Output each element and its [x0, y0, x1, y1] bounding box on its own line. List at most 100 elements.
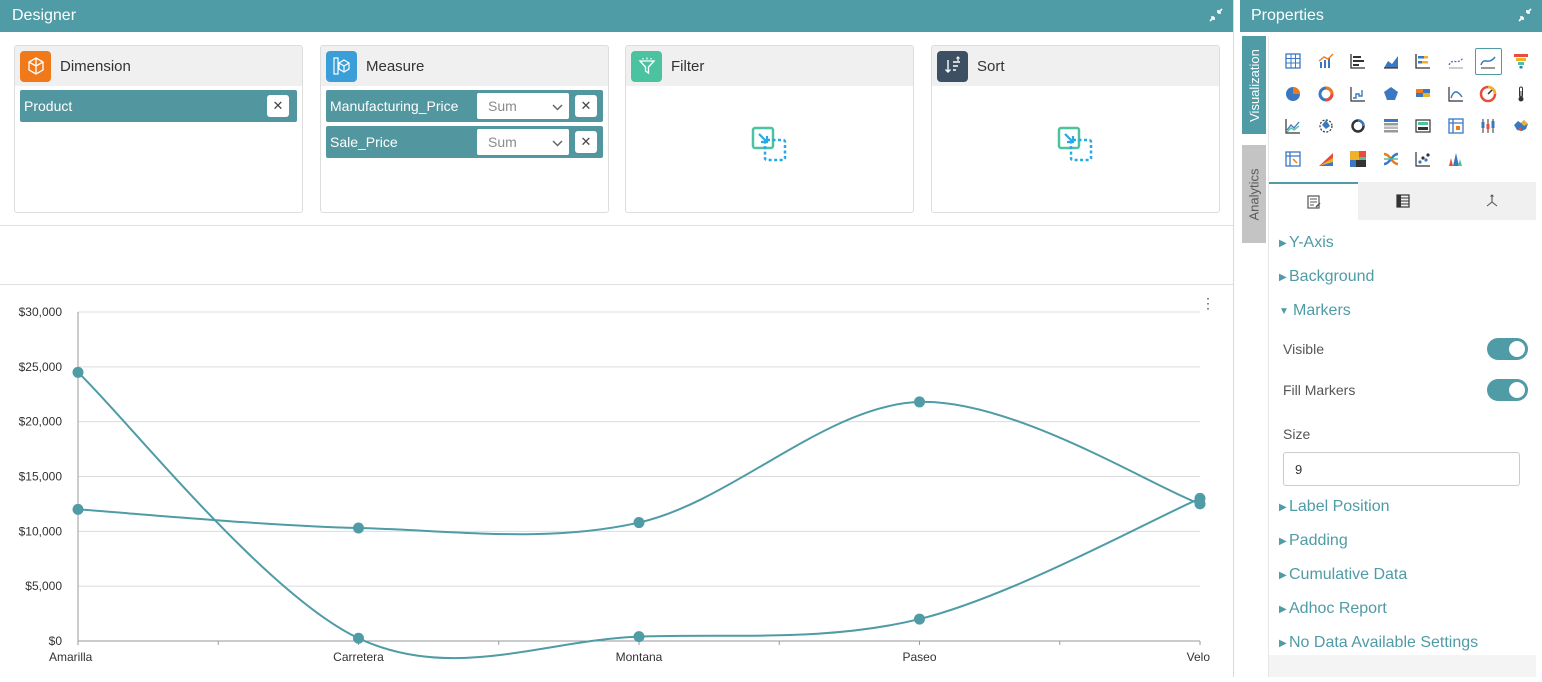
series-line: [77, 371, 1201, 660]
combo-chart-icon[interactable]: [1310, 45, 1343, 78]
fill-markers-toggle[interactable]: [1487, 378, 1528, 401]
caret-right-icon: ▶: [1279, 569, 1287, 581]
ring-chart-icon[interactable]: [1342, 110, 1375, 143]
measure-chip-label: Sale_Price: [330, 134, 398, 150]
remove-dimension-button[interactable]: ✕: [267, 95, 289, 117]
section-adhoc-report[interactable]: ▶ Adhoc Report: [1279, 592, 1536, 626]
bar-chart-icon[interactable]: [1342, 45, 1375, 78]
section-y-axis[interactable]: ▶ Y-Axis: [1279, 226, 1536, 260]
measure-chip-label: Manufacturing_Price: [330, 98, 459, 114]
y-tick-label: $20,000: [19, 415, 63, 429]
properties-titlebar: Properties: [1240, 0, 1542, 32]
measure-well[interactable]: Measure Manufacturing_Price Sum ✕ Sale_P…: [320, 45, 609, 213]
sort-well-title: Sort: [977, 57, 1005, 75]
measure-chip[interactable]: Manufacturing_Price Sum ✕: [326, 90, 603, 122]
section-padding[interactable]: ▶ Padding: [1279, 524, 1536, 558]
kpi-card-icon[interactable]: [1407, 110, 1440, 143]
section-adhoc-report-label: Adhoc Report: [1289, 600, 1387, 617]
dimension-well[interactable]: Dimension Product ✕: [14, 45, 303, 213]
section-label-position-label: Label Position: [1289, 498, 1390, 515]
edit-properties-icon: [1306, 195, 1321, 209]
table-columns-icon: [1395, 194, 1410, 208]
measure-chip[interactable]: Sale_Price Sum ✕: [326, 126, 603, 158]
data-point: [72, 366, 84, 378]
histogram-icon[interactable]: [1440, 143, 1473, 176]
polar-chart-icon[interactable]: [1310, 110, 1343, 143]
grid-chart-icon[interactable]: [1277, 45, 1310, 78]
axis-icon: [1486, 194, 1497, 207]
line-chart-icon[interactable]: [1440, 78, 1473, 111]
drop-here-icon: [932, 126, 1219, 164]
dimension-chip-label: Product: [24, 98, 73, 114]
funnel-chart-icon[interactable]: [1505, 45, 1538, 78]
dimension-well-title: Dimension: [60, 57, 131, 75]
treemap-icon[interactable]: [1342, 143, 1375, 176]
x-tick-label: Paseo: [902, 650, 936, 664]
heatmap-icon[interactable]: [1407, 78, 1440, 111]
visualization-panel: ▶ Y-Axis ▶ Background ▼ Markers Visible Fil…: [1268, 36, 1536, 677]
caret-right-icon: ▶: [1279, 271, 1287, 283]
aggregation-select[interactable]: Sum: [477, 129, 569, 155]
stacked-area-icon[interactable]: [1310, 143, 1343, 176]
measure-ruler-cube-icon: [326, 50, 357, 82]
tab-columns[interactable]: [1358, 182, 1447, 220]
y-tick-label: $15,000: [19, 470, 63, 484]
doughnut-chart-icon[interactable]: [1310, 78, 1343, 111]
pie-chart-icon[interactable]: [1277, 78, 1310, 111]
table-chart-icon[interactable]: [1375, 110, 1408, 143]
section-label-position[interactable]: ▶ Label Position: [1279, 490, 1536, 524]
aggregation-value: Sum: [488, 98, 517, 114]
sankey-icon[interactable]: [1375, 143, 1408, 176]
visible-toggle[interactable]: [1487, 337, 1528, 360]
visible-label: Visible: [1283, 340, 1324, 357]
aggregation-value: Sum: [488, 134, 517, 150]
tab-general[interactable]: [1269, 182, 1358, 220]
remove-measure-button[interactable]: ✕: [575, 131, 597, 153]
tab-analytics[interactable]: Analytics: [1242, 145, 1266, 243]
collapse-icon[interactable]: [1518, 7, 1532, 25]
area-chart-icon[interactable]: [1375, 45, 1408, 78]
line-area-icon[interactable]: [1277, 110, 1310, 143]
thermometer-icon[interactable]: [1505, 78, 1538, 111]
property-tabs: [1269, 182, 1536, 220]
sort-well-header: Sort: [932, 46, 1219, 86]
properties-title: Properties: [1251, 7, 1324, 24]
spline-chart-icon[interactable]: [1475, 48, 1502, 75]
dimension-well-header: Dimension: [15, 46, 302, 86]
dimension-chip[interactable]: Product ✕: [20, 90, 297, 122]
stacked-bar-icon[interactable]: [1407, 45, 1440, 78]
scatter-chart-icon[interactable]: [1407, 143, 1440, 176]
pivot-table-icon[interactable]: [1277, 143, 1310, 176]
spline-area-icon[interactable]: [1440, 45, 1473, 78]
size-label: Size: [1283, 426, 1311, 442]
radar-chart-icon[interactable]: [1375, 78, 1408, 111]
chart-more-icon[interactable]: ⋮: [1201, 295, 1215, 311]
drop-here-icon: [626, 126, 913, 164]
section-background-label: Background: [1289, 268, 1375, 285]
fill-markers-label: Fill Markers: [1283, 381, 1356, 398]
x-tick-label: Montana: [616, 650, 663, 664]
collapse-icon[interactable]: [1209, 7, 1223, 25]
aggregation-select[interactable]: Sum: [477, 93, 569, 119]
section-background[interactable]: ▶ Background: [1279, 260, 1536, 294]
remove-measure-button[interactable]: ✕: [575, 95, 597, 117]
gauge-chart-icon[interactable]: [1472, 78, 1505, 111]
step-line-icon[interactable]: [1342, 78, 1375, 111]
section-cumulative-data[interactable]: ▶ Cumulative Data: [1279, 558, 1536, 592]
pivot-grid-icon[interactable]: [1440, 110, 1473, 143]
visible-row: Visible: [1279, 328, 1536, 369]
marker-size-input[interactable]: [1283, 452, 1520, 486]
filter-well[interactable]: Filter: [625, 45, 914, 213]
tab-axis[interactable]: [1447, 182, 1536, 220]
candlestick-icon[interactable]: [1472, 110, 1505, 143]
sort-well[interactable]: Sort: [931, 45, 1220, 213]
map-chart-icon[interactable]: [1505, 110, 1538, 143]
data-point: [353, 632, 364, 644]
tab-visualization[interactable]: Visualization: [1242, 36, 1266, 134]
section-y-axis-label: Y-Axis: [1289, 234, 1334, 251]
property-list: ▶ Y-Axis ▶ Background ▼ Markers Visible Fil…: [1269, 226, 1536, 660]
x-tick-label: Velo: [1187, 650, 1211, 664]
section-no-data-settings[interactable]: ▶ No Data Available Settings: [1279, 626, 1536, 660]
y-tick-label: $5,000: [25, 579, 62, 593]
section-markers[interactable]: ▼ Markers: [1279, 294, 1536, 328]
